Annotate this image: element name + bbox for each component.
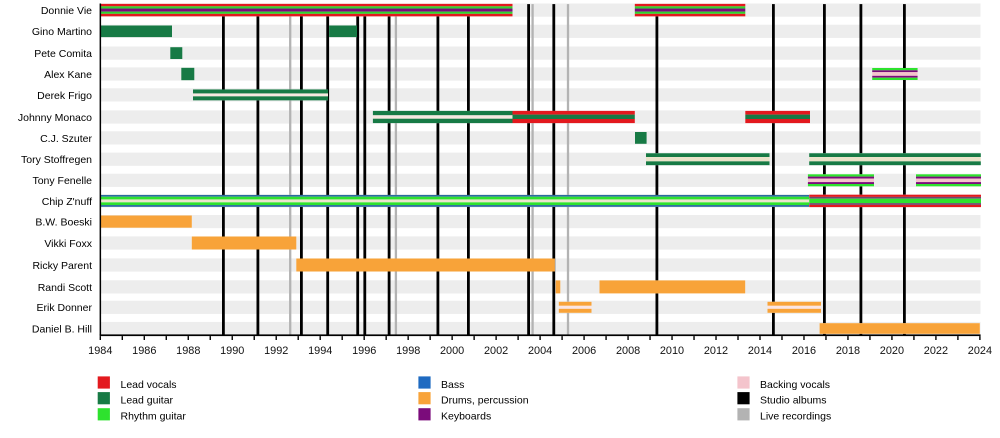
svg-text:Alex Kane: Alex Kane [44,69,92,81]
svg-text:1992: 1992 [264,345,288,357]
svg-text:2000: 2000 [440,345,464,357]
svg-text:Tony Fenelle: Tony Fenelle [32,175,92,187]
svg-text:Randi Scott: Randi Scott [38,282,92,294]
svg-text:Tory Stoffregen: Tory Stoffregen [21,154,92,166]
svg-text:2006: 2006 [572,345,596,357]
svg-text:Gino Martino: Gino Martino [32,26,92,38]
svg-text:Drums, percussion: Drums, percussion [441,395,529,407]
svg-text:2018: 2018 [836,345,860,357]
svg-text:Lead guitar: Lead guitar [121,395,174,407]
svg-text:Johnny Monaco: Johnny Monaco [18,112,92,124]
svg-text:Keyboards: Keyboards [441,411,491,423]
svg-text:2016: 2016 [792,345,816,357]
svg-text:2010: 2010 [660,345,684,357]
svg-text:2022: 2022 [924,345,948,357]
svg-text:Rhythm guitar: Rhythm guitar [121,411,187,423]
svg-text:Ricky Parent: Ricky Parent [32,260,92,272]
svg-text:Pete Comita: Pete Comita [34,48,92,60]
svg-text:1988: 1988 [176,345,200,357]
svg-text:2012: 2012 [704,345,728,357]
svg-text:2008: 2008 [616,345,640,357]
svg-text:Daniel B. Hill: Daniel B. Hill [32,323,92,335]
svg-text:2004: 2004 [528,345,552,357]
svg-text:Lead vocals: Lead vocals [121,379,177,391]
svg-text:Chip Z'nuff: Chip Z'nuff [42,196,92,208]
svg-text:1984: 1984 [88,345,112,357]
svg-text:Studio albums: Studio albums [760,395,827,407]
svg-text:1990: 1990 [220,345,244,357]
svg-text:2024: 2024 [968,345,992,357]
svg-text:1994: 1994 [308,345,332,357]
svg-text:2014: 2014 [748,345,772,357]
svg-text:B.W. Boeski: B.W. Boeski [35,217,92,229]
svg-text:Erik Donner: Erik Donner [37,302,93,314]
svg-text:Live recordings: Live recordings [760,411,831,423]
svg-text:Backing vocals: Backing vocals [760,379,830,391]
svg-text:1986: 1986 [132,345,156,357]
svg-text:1996: 1996 [352,345,376,357]
svg-text:Derek Frigo: Derek Frigo [37,90,92,102]
svg-text:Donnie Vie: Donnie Vie [41,5,92,17]
svg-text:Vikki Foxx: Vikki Foxx [44,238,92,250]
svg-text:C.J. Szuter: C.J. Szuter [40,133,92,145]
svg-text:1998: 1998 [396,345,420,357]
svg-text:Bass: Bass [441,379,464,391]
svg-text:2020: 2020 [880,345,904,357]
svg-text:2002: 2002 [484,345,508,357]
